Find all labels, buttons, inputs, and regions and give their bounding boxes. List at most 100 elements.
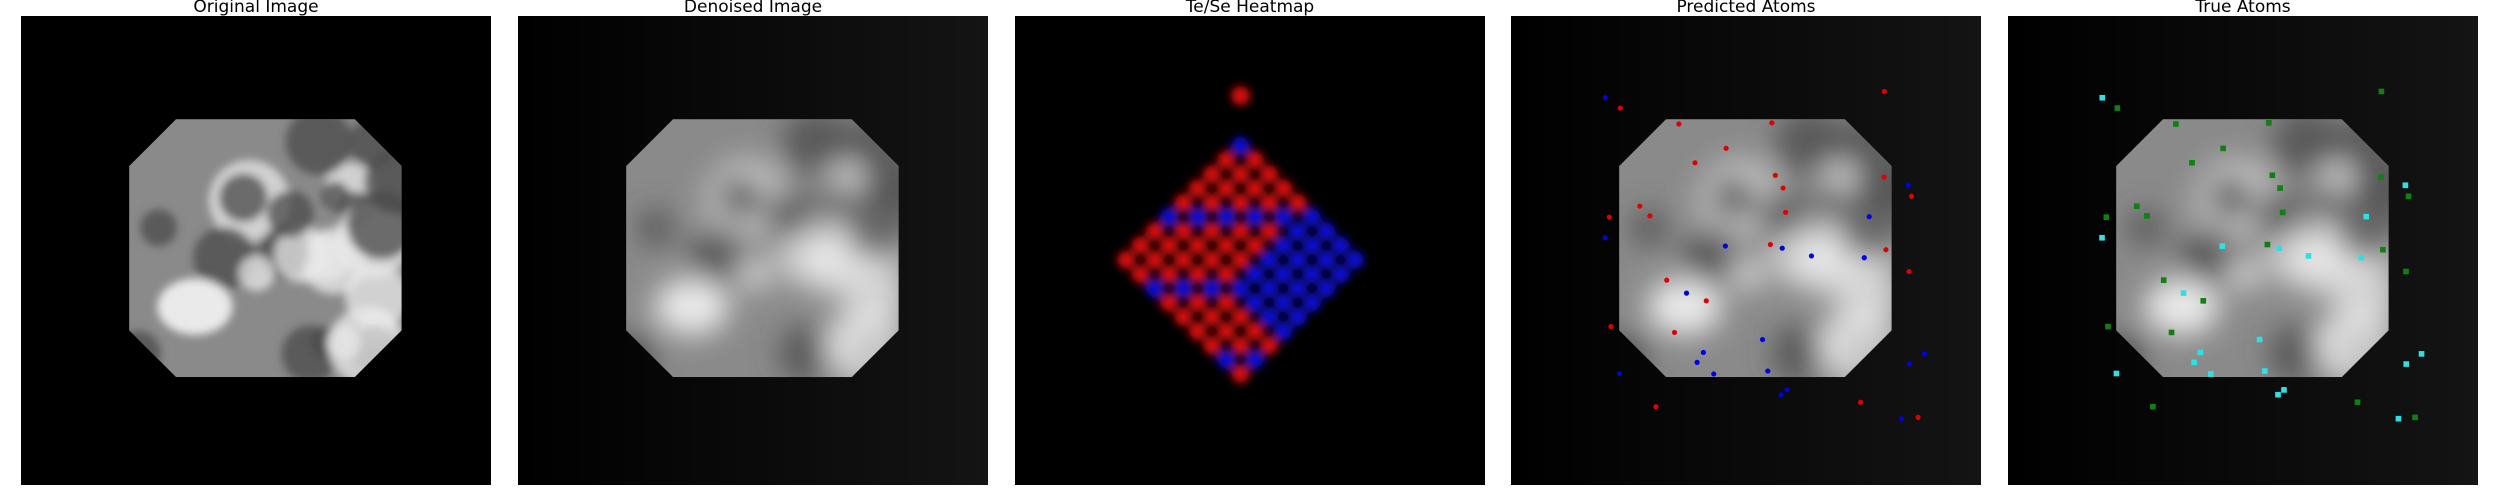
atom xyxy=(2219,243,2226,249)
atom xyxy=(2261,368,2268,374)
atom xyxy=(2105,323,2111,330)
heat-blob xyxy=(1345,250,1364,269)
octagon-image xyxy=(2116,119,2389,378)
blob xyxy=(2268,325,2326,378)
atom xyxy=(1808,253,1815,259)
atom xyxy=(1711,371,1717,377)
atom xyxy=(1861,255,1867,261)
atom xyxy=(2099,94,2106,101)
heat-blob xyxy=(1303,208,1321,227)
heat-blob xyxy=(1203,165,1221,184)
atom xyxy=(1779,245,1785,251)
heat-blob xyxy=(1231,193,1250,212)
blob xyxy=(778,325,836,378)
heat-blob xyxy=(1231,222,1250,241)
blob xyxy=(782,119,850,176)
texture xyxy=(129,119,402,378)
bright xyxy=(654,278,730,335)
atom xyxy=(1898,416,1905,422)
image-panel xyxy=(2008,16,2478,485)
heat-blob xyxy=(1203,222,1221,241)
atom xyxy=(2281,387,2287,393)
atom xyxy=(1908,193,1915,199)
heat-blob xyxy=(1188,265,1207,284)
atom xyxy=(2402,182,2409,189)
texture xyxy=(1619,119,1892,378)
heat-blob xyxy=(1217,350,1236,369)
heat-blob xyxy=(1245,322,1264,341)
atom xyxy=(2418,351,2425,357)
blob xyxy=(1630,209,1668,247)
atom xyxy=(2160,277,2167,283)
atom xyxy=(2403,361,2410,367)
atom xyxy=(2279,209,2286,216)
atom xyxy=(2173,121,2179,127)
heat-blob xyxy=(1288,193,1307,212)
blob xyxy=(1810,181,1840,211)
heat-blob xyxy=(1274,179,1293,198)
atom xyxy=(1692,160,1698,166)
heat-blob xyxy=(1231,86,1250,106)
blob xyxy=(1775,119,1843,176)
atom xyxy=(2277,185,2283,191)
blob xyxy=(1854,150,1892,215)
atom xyxy=(2412,414,2418,421)
heat-blob xyxy=(1217,208,1236,227)
atom xyxy=(1866,214,1872,220)
blob xyxy=(2225,255,2262,292)
heat-blob xyxy=(1260,193,1279,212)
heat-blob xyxy=(1145,222,1164,241)
atom xyxy=(1915,414,1921,420)
heat-blob xyxy=(1174,308,1193,326)
heat-blob xyxy=(1288,279,1307,298)
atom xyxy=(1602,95,1608,101)
heat-blob xyxy=(1174,222,1193,241)
blob xyxy=(2253,190,2301,238)
heat-blob xyxy=(1160,236,1179,255)
heat-blob xyxy=(1231,250,1250,269)
bright xyxy=(157,278,233,335)
heat-blob xyxy=(1245,151,1264,169)
image-panel xyxy=(1511,16,1981,485)
heat-blob xyxy=(1317,222,1336,241)
blob xyxy=(2307,181,2337,211)
heat-blob xyxy=(1260,308,1279,326)
blob xyxy=(274,226,331,283)
atom xyxy=(2103,214,2110,220)
atom xyxy=(1616,370,1623,377)
blob xyxy=(320,181,350,211)
heat-blob xyxy=(1260,222,1279,241)
image-panel xyxy=(1015,16,1485,485)
atom xyxy=(1722,243,1728,249)
heat-blob xyxy=(1260,336,1279,355)
heat-blob xyxy=(1188,208,1207,227)
heat-blob xyxy=(1188,322,1207,341)
heatmap xyxy=(1117,136,1364,383)
heat-blob xyxy=(1274,236,1293,255)
heat-blob xyxy=(1288,222,1307,241)
blob xyxy=(364,150,402,215)
heat-blob xyxy=(1245,350,1264,369)
blob xyxy=(637,209,675,247)
atom xyxy=(1767,241,1773,248)
atom xyxy=(1772,172,1778,178)
atom xyxy=(1780,185,1786,191)
atom xyxy=(1906,268,1912,275)
heat-blob xyxy=(1331,236,1350,255)
atom xyxy=(1608,323,1614,330)
blob xyxy=(817,181,847,211)
atom xyxy=(1783,209,1789,215)
heat-blob xyxy=(1303,265,1321,284)
atom xyxy=(2276,245,2283,252)
heat-blob xyxy=(1203,308,1221,326)
atom xyxy=(2275,391,2281,398)
atom xyxy=(2113,370,2120,377)
blob xyxy=(140,209,178,247)
atom xyxy=(1769,120,1775,126)
atom xyxy=(1881,174,1887,180)
atom xyxy=(2099,234,2105,241)
atom xyxy=(1700,349,1706,356)
atom xyxy=(2256,336,2263,343)
atom xyxy=(1653,404,1659,410)
heat-blob xyxy=(1203,193,1221,212)
